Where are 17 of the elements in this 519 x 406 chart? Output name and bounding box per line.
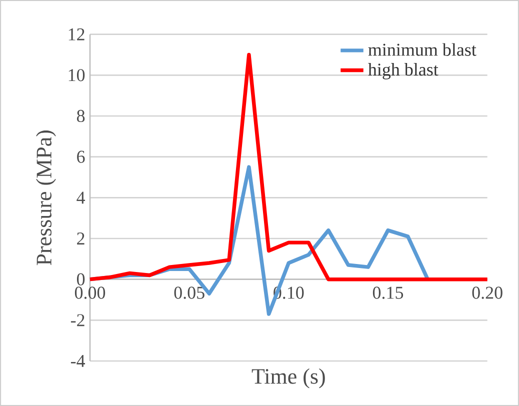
y-tick-label: 0	[76, 273, 85, 286]
x-tick-label: 0.15	[372, 286, 404, 299]
y-tick-label: 12	[68, 28, 84, 40]
x-tick-label: 0.20	[472, 286, 502, 299]
y-tick-label: -4	[70, 355, 86, 367]
x-axis-title: Time (s)	[252, 368, 325, 388]
x-tick-label: 0.05	[174, 286, 204, 299]
legend-label: minimum blast	[368, 43, 476, 56]
y-axis-title: Pressure (MPa)	[36, 130, 56, 266]
legend-label: high blast	[368, 63, 438, 80]
y-tick-label: -2	[70, 314, 84, 326]
y-tick-label: 10	[68, 69, 85, 82]
y-tick-label: 8	[76, 110, 85, 122]
x-tick-label: 0.00	[74, 286, 106, 299]
y-tick-label: 6	[77, 150, 85, 163]
y-tick-label: 4	[76, 192, 86, 204]
y-tick-label: 2	[77, 232, 84, 244]
